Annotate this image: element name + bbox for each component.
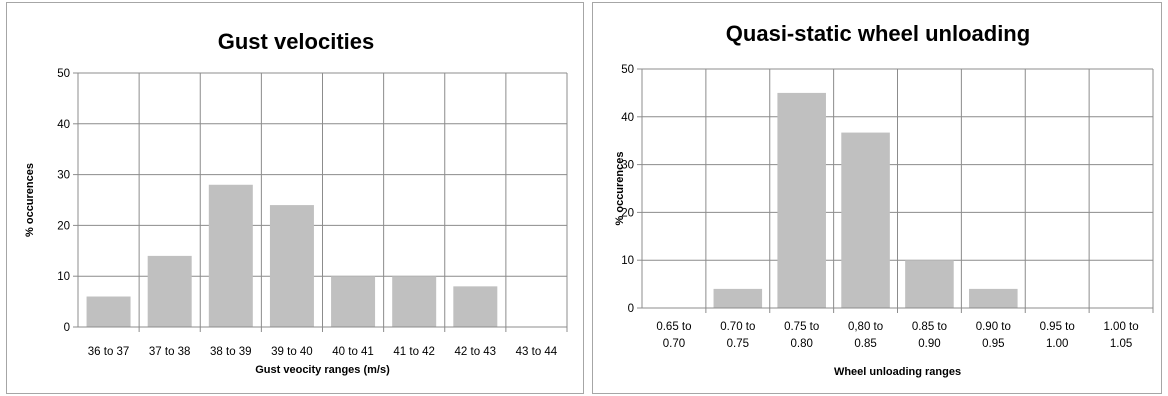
x-tick-label: 39 to 40 (271, 346, 313, 358)
gust-velocities-chart-panel: Gust velocities 0 10 20 30 40 50 36 to 37 37 to … (6, 2, 584, 394)
x-tick-label: 0.85 to (912, 321, 947, 333)
y-tick-label: 50 (57, 68, 70, 80)
x-axis-label: Gust veocity ranges (m/s) (255, 364, 390, 376)
wheel-unloading-chart-panel: Quasi-static wheel unloading 0 10 20 30 40 50 0… (592, 2, 1162, 394)
y-tick-label: 20 (621, 207, 634, 219)
y-tick-label: 0 (64, 322, 70, 334)
x-tick-label: 0.65 to (656, 321, 691, 333)
wheel-unloading-chart: Quasi-static wheel unloading 0 10 20 30 40 50 0… (614, 21, 1154, 378)
y-tick-label: 20 (57, 220, 70, 232)
x-tick-label: 37 to 38 (149, 346, 191, 358)
bar (969, 288, 1018, 308)
x-tick-label: 0.85 (854, 338, 876, 350)
y-axis-label: % occurences (24, 163, 36, 237)
y-tick-label: 50 (621, 64, 634, 76)
chart-title: Quasi-static wheel unloading (726, 21, 1030, 46)
x-tick-label: 40 to 41 (332, 346, 374, 358)
gust-velocities-chart: Gust velocities 0 10 20 30 40 50 36 to 37 37 to … (24, 29, 568, 376)
x-tick-label: 0.95 (982, 338, 1004, 350)
x-tick-label: 0.75 to (784, 321, 819, 333)
x-tick-label: 42 to 43 (455, 346, 497, 358)
bar (905, 260, 954, 308)
bar (147, 255, 192, 327)
y-tick-label: 40 (57, 119, 70, 131)
y-tick-label: 10 (621, 255, 634, 267)
x-tick-label: 0.70 to (720, 321, 755, 333)
y-tick-label: 10 (57, 271, 70, 283)
y-axis-label: % occurences (614, 152, 626, 226)
x-tick-label: 0.75 (727, 338, 749, 350)
y-tick-label: 0 (628, 303, 634, 315)
y-tick-label: 30 (621, 160, 634, 172)
bar (208, 184, 253, 327)
x-tick-label: 0,80 to (848, 321, 883, 333)
chart-title: Gust velocities (218, 29, 375, 54)
x-tick-label: 0.90 (918, 338, 940, 350)
x-tick-label: 43 to 44 (516, 346, 558, 358)
bar (86, 296, 131, 327)
x-tick-label: 41 to 42 (393, 346, 435, 358)
y-tick-label: 30 (57, 170, 70, 182)
x-tick-label: 1.00 to (1103, 321, 1138, 333)
x-axis-label: Wheel unloading ranges (834, 366, 961, 378)
bar (777, 92, 826, 309)
x-tick-label: 1.00 (1046, 338, 1068, 350)
bar (392, 276, 437, 327)
x-tick-label: 0.70 (663, 338, 685, 350)
bar (841, 132, 890, 308)
x-tick-label: 38 to 39 (210, 346, 252, 358)
bar (331, 276, 376, 327)
x-tick-label: 0.90 to (976, 321, 1011, 333)
x-tick-label: 1.05 (1110, 338, 1132, 350)
x-tick-label: 0.95 to (1040, 321, 1075, 333)
bar (713, 288, 763, 308)
x-tick-label: 0.80 (790, 338, 812, 350)
x-tick-label: 36 to 37 (88, 346, 130, 358)
y-tick-label: 40 (621, 112, 634, 124)
bar (269, 205, 314, 327)
bar (453, 286, 498, 327)
